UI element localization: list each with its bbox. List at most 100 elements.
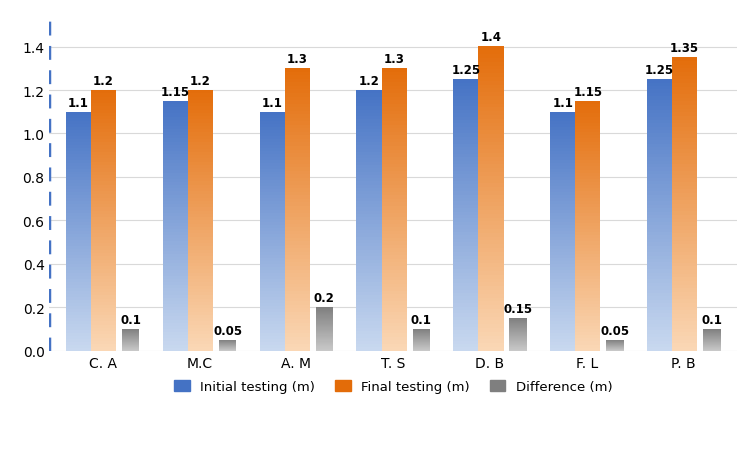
Bar xyxy=(453,158,478,161)
Bar xyxy=(259,184,285,187)
Bar xyxy=(509,321,527,322)
Bar xyxy=(259,172,285,175)
Bar xyxy=(316,317,333,318)
Bar xyxy=(550,154,575,157)
Bar xyxy=(162,270,188,273)
Bar xyxy=(356,335,381,338)
Bar xyxy=(285,182,310,185)
Bar xyxy=(162,126,188,130)
Bar xyxy=(162,186,188,189)
Bar xyxy=(356,195,381,198)
Bar xyxy=(91,299,117,302)
Bar xyxy=(478,271,504,275)
Bar xyxy=(356,133,381,136)
Bar xyxy=(66,253,91,256)
Bar xyxy=(316,337,333,338)
Bar xyxy=(575,276,600,279)
Bar xyxy=(703,335,720,336)
Bar xyxy=(259,193,285,196)
Bar xyxy=(575,313,600,317)
Bar xyxy=(478,74,504,78)
Bar xyxy=(66,199,91,202)
Bar xyxy=(381,312,407,316)
Bar xyxy=(259,157,285,160)
Bar xyxy=(66,229,91,232)
Bar xyxy=(672,131,697,135)
Bar xyxy=(575,170,600,173)
Bar xyxy=(478,336,504,340)
Bar xyxy=(188,175,213,179)
Bar xyxy=(356,315,381,318)
Bar xyxy=(478,211,504,214)
Bar xyxy=(550,238,575,241)
Bar xyxy=(575,232,600,236)
Bar xyxy=(316,326,333,327)
Bar xyxy=(509,343,527,344)
Bar xyxy=(162,105,188,108)
Bar xyxy=(188,143,213,146)
Bar xyxy=(188,207,213,211)
Bar xyxy=(285,101,310,104)
Text: 0.1: 0.1 xyxy=(120,313,141,326)
Bar xyxy=(575,226,600,230)
Bar xyxy=(122,344,139,345)
Bar xyxy=(356,286,381,289)
Bar xyxy=(162,310,188,313)
Bar xyxy=(356,266,381,270)
Bar xyxy=(285,326,310,330)
Bar xyxy=(66,151,91,154)
Bar xyxy=(66,309,91,312)
Bar xyxy=(575,142,600,145)
Bar xyxy=(703,331,720,332)
Bar xyxy=(162,204,188,207)
Bar xyxy=(259,339,285,342)
Bar xyxy=(672,344,697,347)
Bar xyxy=(259,220,285,223)
Bar xyxy=(381,270,407,273)
Bar xyxy=(703,336,720,337)
Bar xyxy=(550,178,575,181)
Bar xyxy=(672,318,697,322)
Bar xyxy=(259,258,285,262)
Text: 1.15: 1.15 xyxy=(161,85,190,98)
Bar xyxy=(647,161,672,165)
Bar xyxy=(381,210,407,214)
Bar xyxy=(550,190,575,193)
Bar xyxy=(413,349,430,350)
Bar xyxy=(188,129,213,133)
Bar xyxy=(672,80,697,84)
Bar xyxy=(316,342,333,343)
Bar xyxy=(647,235,672,239)
Bar xyxy=(647,124,672,128)
Bar xyxy=(188,149,213,152)
Bar xyxy=(162,142,188,145)
Bar xyxy=(259,315,285,318)
Bar xyxy=(453,80,478,83)
Bar xyxy=(285,164,310,168)
Bar xyxy=(575,242,600,245)
Bar xyxy=(453,310,478,314)
Bar xyxy=(672,230,697,234)
Bar xyxy=(703,330,720,331)
Bar xyxy=(316,319,333,320)
Bar xyxy=(703,338,720,339)
Bar xyxy=(356,146,381,149)
Bar xyxy=(647,205,672,209)
Bar xyxy=(647,280,672,283)
Bar xyxy=(509,338,527,339)
Bar xyxy=(91,198,117,202)
Bar xyxy=(453,212,478,216)
Bar xyxy=(575,332,600,336)
Bar xyxy=(162,251,188,254)
Bar xyxy=(413,348,430,349)
Bar xyxy=(478,165,504,169)
Bar xyxy=(647,171,672,175)
Bar xyxy=(509,339,527,340)
Bar xyxy=(381,73,407,76)
Bar xyxy=(478,89,504,93)
Bar xyxy=(550,193,575,196)
Bar xyxy=(550,216,575,220)
Bar xyxy=(285,97,310,101)
Bar xyxy=(453,175,478,178)
Bar xyxy=(91,101,117,104)
